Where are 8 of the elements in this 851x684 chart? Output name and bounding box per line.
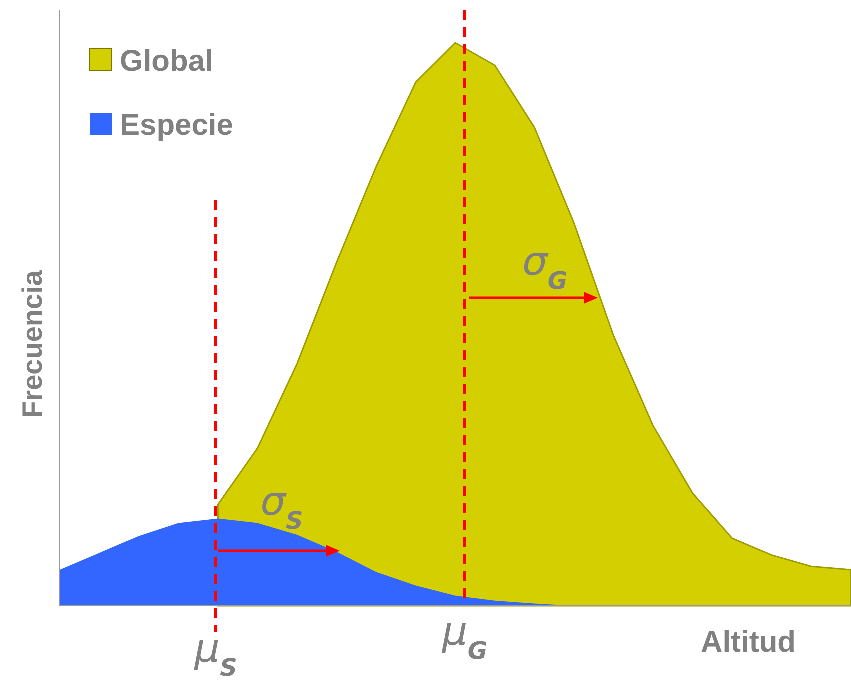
legend-label: Especie <box>120 109 234 142</box>
text: μ$_{S}$ <box>194 626 238 682</box>
legend-label: Global <box>120 45 214 78</box>
y-axis-title: Frecuencia <box>17 270 48 418</box>
x-axis-title: Altitud <box>701 626 796 659</box>
annotation: σ$_{G}$ <box>522 239 568 295</box>
text: μ$_{G}$ <box>441 609 488 665</box>
annotation: σ$_{S}$ <box>260 479 304 535</box>
